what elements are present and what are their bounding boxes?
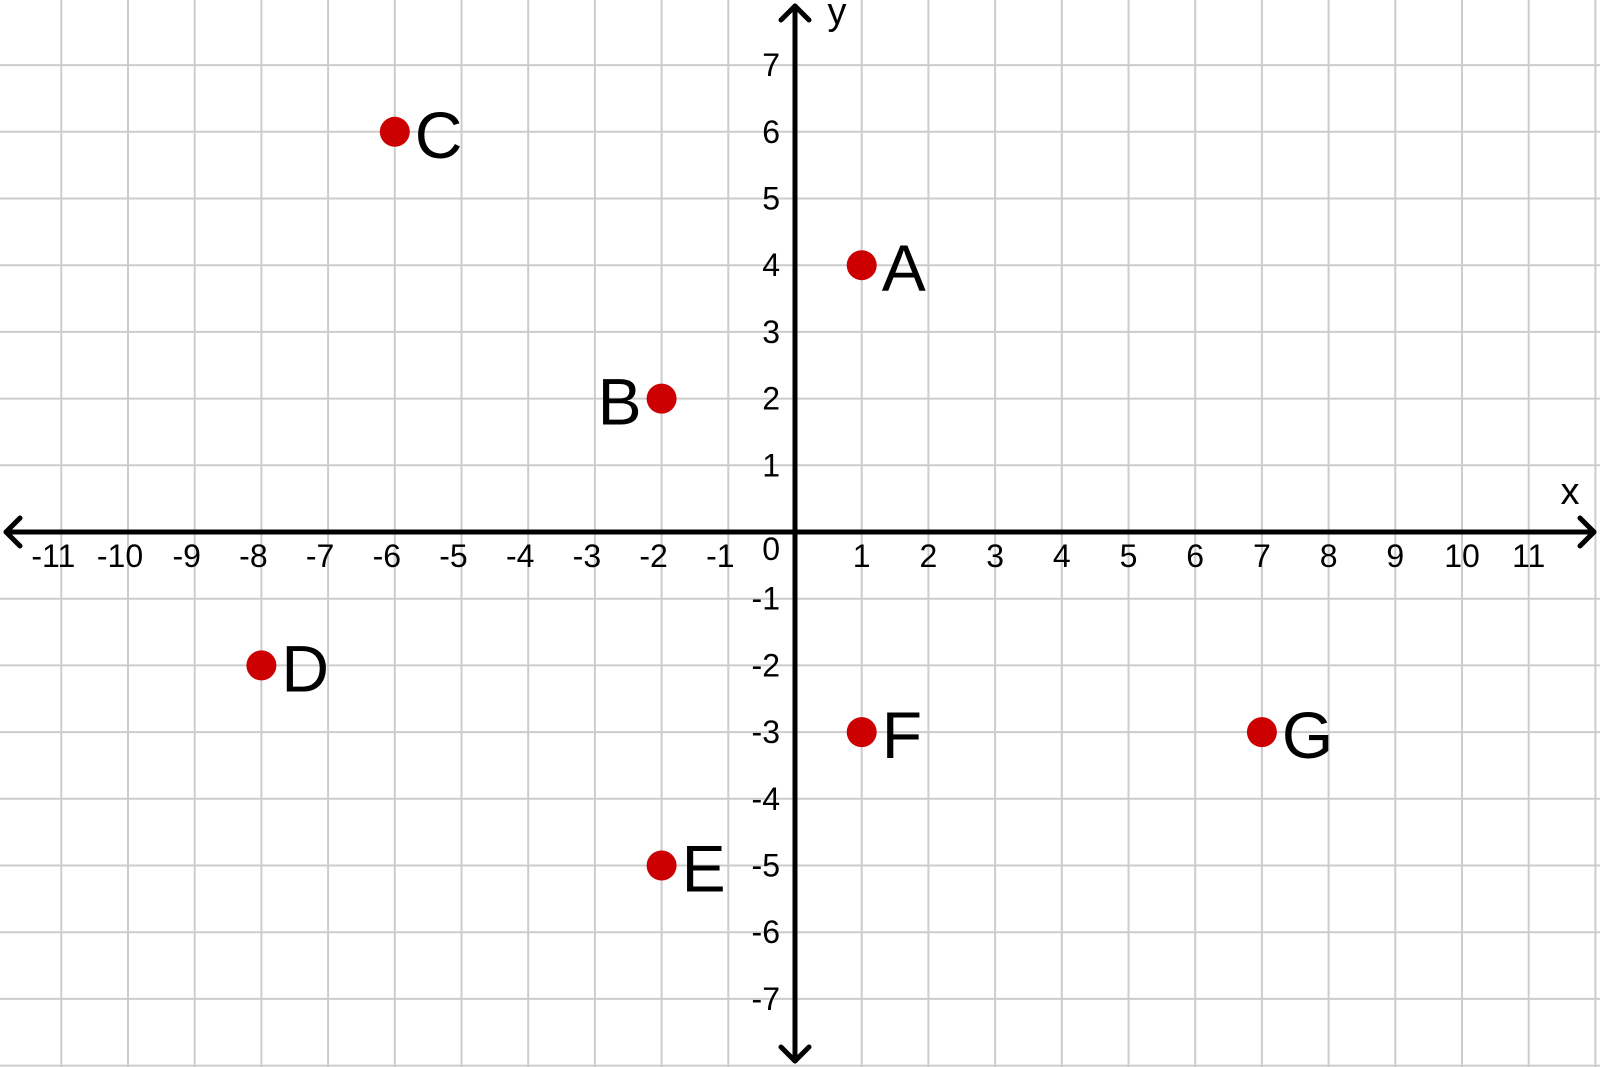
x-tick-label: -7 [306, 538, 334, 574]
x-tick-label: 3 [986, 538, 1004, 574]
y-tick-label: -6 [752, 914, 780, 950]
x-tick-label: 11 [1512, 538, 1545, 574]
x-tick-label: -3 [573, 538, 601, 574]
y-tick-label: 5 [762, 181, 780, 217]
x-tick-label: -5 [439, 538, 467, 574]
point-g [1246, 717, 1277, 748]
x-tick-label: -1 [706, 538, 734, 574]
x-tick-label: 4 [1053, 538, 1071, 574]
point-label-f: F [882, 698, 922, 772]
point-e [646, 850, 677, 881]
x-tick-label: 8 [1320, 538, 1338, 574]
points: A B C D E F G [246, 98, 1333, 906]
y-tick-label: 7 [762, 47, 780, 83]
y-tick-label: -2 [752, 647, 780, 683]
point-label-b: B [598, 365, 642, 439]
point-d [246, 650, 277, 681]
x-tick-label: -10 [97, 538, 143, 574]
x-tick-label: 2 [920, 538, 938, 574]
y-tick-label: -3 [752, 714, 780, 750]
x-tick-label: 9 [1386, 538, 1404, 574]
y-tick-label: 3 [762, 314, 780, 350]
point-c [379, 116, 410, 147]
point-label-c: C [415, 98, 463, 172]
y-tick-label: 2 [762, 381, 780, 417]
x-axis-label: x [1561, 471, 1580, 513]
x-tick-label: 6 [1186, 538, 1204, 574]
x-tick-label: 7 [1253, 538, 1271, 574]
point-b [646, 383, 677, 414]
y-tick-label: -5 [752, 848, 780, 884]
x-tick-label: 1 [853, 538, 871, 574]
x-axis-arrow-right [1577, 515, 1597, 549]
x-tick-label: -9 [172, 538, 200, 574]
x-tick-label: -2 [639, 538, 667, 574]
x-tick-label: -4 [506, 538, 534, 574]
point-f [846, 717, 877, 748]
x-tick-label: -8 [239, 538, 267, 574]
x-tick-label: -6 [373, 538, 401, 574]
x-tick-label: -11 [31, 538, 75, 574]
y-tick-label: -4 [752, 781, 780, 817]
y-axis-label: y [828, 0, 847, 33]
tick-labels: -11 -10 -9 -8 -7 -6 -5 -4 -3 -2 -1 1 2 3 4 5 6 7 8 9 10 11-7-… [31, 47, 1545, 1017]
y-tick-label: -1 [752, 581, 780, 617]
point-label-e: E [682, 832, 726, 906]
y-axis-arrow-up [778, 3, 812, 23]
y-axis-arrow-down [778, 1044, 812, 1064]
x-axis-arrow-left [3, 515, 23, 549]
point-label-a: A [882, 231, 926, 305]
y-tick-label: -7 [752, 981, 780, 1017]
origin-label: 0 [762, 531, 780, 567]
point-label-d: D [281, 631, 329, 705]
y-tick-label: 6 [762, 114, 780, 150]
x-tick-label: 10 [1444, 538, 1480, 574]
y-tick-label: 1 [762, 447, 780, 483]
point-label-g: G [1282, 698, 1333, 772]
x-tick-label: 5 [1120, 538, 1138, 574]
axes: xy [3, 0, 1597, 1064]
y-tick-label: 4 [762, 247, 780, 283]
point-a [846, 250, 877, 281]
